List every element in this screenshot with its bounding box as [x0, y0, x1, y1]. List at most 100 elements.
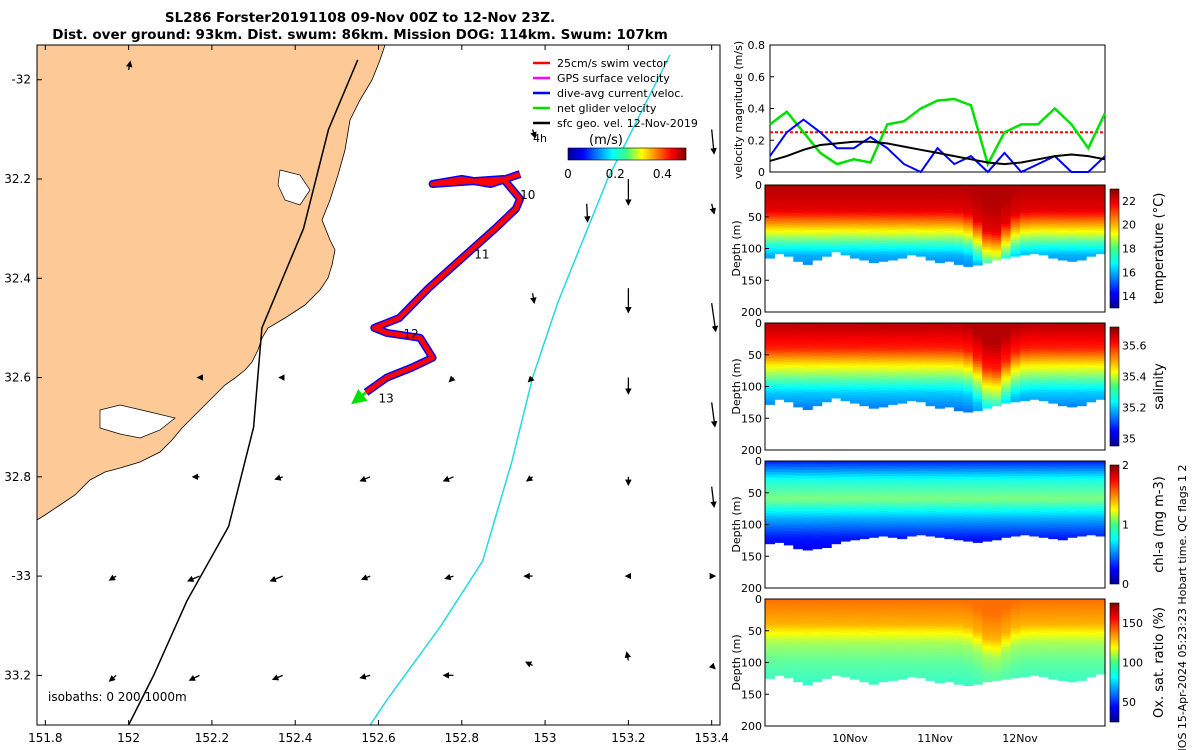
section-cell	[906, 533, 917, 537]
section-cell	[963, 239, 974, 243]
section-cell	[783, 251, 794, 255]
section-cell	[859, 484, 870, 488]
section-cell	[1010, 518, 1021, 522]
section-cell	[1086, 465, 1097, 469]
section-cell	[821, 351, 832, 356]
section-cell	[1048, 604, 1059, 608]
section-cell	[831, 518, 842, 523]
section-cell	[850, 211, 860, 215]
section-cell	[953, 248, 964, 252]
section-cell	[878, 665, 889, 669]
section-cell	[878, 632, 889, 636]
section-cell	[963, 679, 974, 684]
section-cell	[935, 223, 945, 227]
section-cell	[1086, 204, 1097, 207]
section-cell	[1010, 481, 1021, 485]
section-cell	[859, 369, 870, 374]
section-cell	[1010, 344, 1021, 348]
section-cell	[906, 523, 917, 527]
section-cell	[1057, 636, 1068, 641]
section-cell	[1076, 350, 1087, 354]
section-cell	[783, 617, 794, 621]
section-cell	[925, 249, 936, 253]
section-cell	[868, 473, 879, 477]
section-cell	[868, 187, 879, 191]
section-cell	[868, 197, 879, 202]
section-cell	[1001, 221, 1012, 225]
section-cell	[1048, 631, 1059, 635]
section-cell	[821, 241, 832, 245]
section-cell	[935, 638, 945, 642]
section-cell	[783, 648, 794, 653]
section-cell	[1001, 496, 1012, 500]
section-cell	[991, 195, 1002, 199]
section-cell	[887, 200, 898, 204]
section-cell	[802, 517, 813, 521]
section-cell	[1086, 227, 1097, 231]
section-cell	[944, 215, 955, 219]
section-cell	[1095, 508, 1106, 512]
section-cell	[916, 244, 927, 248]
section-cell	[906, 359, 917, 363]
section-cell	[1048, 219, 1059, 223]
section-cell	[802, 621, 813, 626]
section-cell	[793, 612, 804, 617]
section-cell	[1067, 253, 1078, 257]
section-tick-label: 0	[755, 317, 762, 330]
section-cell	[1020, 328, 1030, 332]
section-cell	[897, 397, 908, 401]
section-cell	[821, 367, 832, 371]
section-cell	[1048, 339, 1059, 343]
section-cell	[897, 601, 908, 605]
section-cell	[850, 671, 860, 675]
map-y-tick-label-0: -32	[11, 73, 31, 87]
section-cell	[972, 633, 983, 637]
section-cell	[991, 325, 1002, 330]
section-cell	[1001, 527, 1012, 531]
section-cell	[982, 670, 993, 674]
section-cell	[1086, 671, 1097, 675]
section-cell	[991, 645, 1002, 649]
section-cell	[944, 238, 955, 242]
map-x-tick-label-7: 153.2	[611, 731, 645, 745]
section-cell	[859, 662, 870, 666]
section-cell	[1010, 471, 1021, 475]
section-cell	[1029, 196, 1040, 200]
section-cell	[1086, 199, 1097, 203]
section-cell	[1048, 328, 1059, 332]
section-cell	[774, 230, 785, 234]
section-cell	[850, 660, 860, 664]
section-cell	[916, 524, 927, 528]
section-cell	[812, 604, 823, 608]
section-cell	[802, 647, 813, 652]
section-cell	[1076, 628, 1087, 633]
section-cell	[840, 632, 851, 636]
section-cell	[868, 681, 879, 685]
section-cell	[812, 331, 823, 335]
section-cell	[1095, 210, 1106, 213]
section-cell	[897, 197, 908, 201]
section-cell	[1067, 676, 1078, 680]
section-cell	[868, 486, 879, 490]
section-cell	[793, 325, 804, 330]
section-cell	[859, 654, 870, 658]
section-cell	[802, 261, 813, 265]
section-cell	[831, 469, 842, 473]
section-cell	[1095, 348, 1106, 352]
section-cell	[935, 249, 945, 253]
section-cell	[859, 232, 870, 236]
section-cell	[1067, 373, 1078, 377]
section-cell	[812, 463, 823, 468]
section-cell	[812, 678, 823, 683]
section-cell	[916, 485, 927, 489]
section-cell	[1010, 249, 1021, 252]
section-cell	[982, 203, 993, 207]
section-cell	[1095, 207, 1106, 211]
section-cell	[1020, 624, 1030, 628]
section-cell	[1038, 395, 1049, 399]
section-cell	[821, 628, 832, 632]
section-cell	[887, 628, 898, 633]
section-cell	[935, 466, 945, 470]
section-cell	[1067, 656, 1078, 661]
section-cell	[774, 246, 785, 250]
